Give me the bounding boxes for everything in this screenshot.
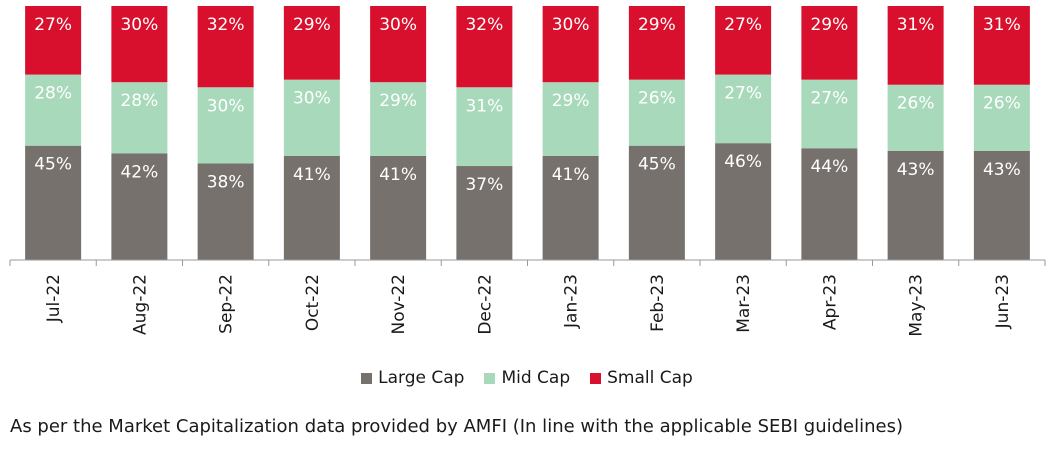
data-label-mid-cap-jul-22: 28% xyxy=(34,84,72,104)
data-label-mid-cap-may-23: 26% xyxy=(897,94,935,114)
data-label-large-cap-sep-22: 38% xyxy=(207,172,245,192)
x-tick-label-sep-22: Sep-22 xyxy=(217,274,237,334)
bar-small-cap-aug-22 xyxy=(111,6,168,83)
bar-large-cap-apr-23 xyxy=(801,148,858,260)
data-label-small-cap-jul-22: 27% xyxy=(34,15,72,35)
bar-large-cap-feb-23 xyxy=(628,145,685,260)
bar-large-cap-jun-23 xyxy=(973,150,1030,260)
data-label-large-cap-apr-23: 44% xyxy=(810,157,848,177)
bar-small-cap-may-23 xyxy=(887,6,944,85)
bar-mid-cap-apr-23 xyxy=(801,79,858,149)
data-label-large-cap-aug-22: 42% xyxy=(120,162,158,182)
bar-small-cap-dec-22 xyxy=(456,6,513,88)
data-label-large-cap-jul-22: 45% xyxy=(34,155,72,175)
bar-mid-cap-jan-23 xyxy=(542,82,599,156)
bar-mid-cap-may-23 xyxy=(887,84,944,151)
data-label-small-cap-dec-22: 32% xyxy=(465,15,503,35)
data-label-large-cap-feb-23: 45% xyxy=(638,155,676,175)
x-tick-label-feb-23: Feb-23 xyxy=(648,274,668,332)
bar-mid-cap-aug-22 xyxy=(111,82,168,154)
data-label-small-cap-oct-22: 29% xyxy=(293,15,331,35)
bar-large-cap-aug-22 xyxy=(111,153,168,260)
legend-label-small-cap: Small Cap xyxy=(607,368,693,388)
bar-large-cap-nov-22 xyxy=(370,155,427,260)
x-tick-label-mar-23: Mar-23 xyxy=(734,274,754,333)
data-label-mid-cap-mar-23: 27% xyxy=(724,84,762,104)
bar-mid-cap-jun-23 xyxy=(973,84,1030,151)
data-label-mid-cap-nov-22: 29% xyxy=(379,91,417,111)
bar-mid-cap-mar-23 xyxy=(715,74,772,144)
x-tick-label-aug-22: Aug-22 xyxy=(130,274,150,335)
bar-large-cap-may-23 xyxy=(887,150,944,260)
data-label-small-cap-sep-22: 32% xyxy=(207,15,245,35)
data-label-large-cap-jun-23: 43% xyxy=(983,160,1021,180)
legend-item-large-cap: Large Cap xyxy=(361,368,464,388)
bar-small-cap-feb-23 xyxy=(628,6,685,80)
data-label-mid-cap-apr-23: 27% xyxy=(810,89,848,109)
data-label-large-cap-jan-23: 41% xyxy=(552,165,590,185)
data-label-mid-cap-jan-23: 29% xyxy=(552,91,590,111)
footnote: As per the Market Capitalization data pr… xyxy=(10,416,903,437)
legend: Large Cap Mid Cap Small Cap xyxy=(0,368,1054,388)
x-tick-label-apr-23: Apr-23 xyxy=(820,274,840,330)
data-label-large-cap-dec-22: 37% xyxy=(465,175,503,195)
bar-small-cap-mar-23 xyxy=(715,6,772,75)
x-tick-label-nov-22: Nov-22 xyxy=(389,274,409,335)
bar-mid-cap-dec-22 xyxy=(456,87,513,167)
bar-large-cap-oct-22 xyxy=(283,155,340,260)
data-label-mid-cap-feb-23: 26% xyxy=(638,89,676,109)
bar-small-cap-jan-23 xyxy=(542,6,599,83)
data-label-mid-cap-jun-23: 26% xyxy=(983,94,1021,114)
legend-swatch-small-cap xyxy=(590,372,602,384)
legend-item-small-cap: Small Cap xyxy=(590,368,693,388)
data-label-small-cap-may-23: 31% xyxy=(897,15,935,35)
bar-small-cap-oct-22 xyxy=(283,6,340,80)
data-label-small-cap-nov-22: 30% xyxy=(379,15,417,35)
bar-mid-cap-sep-22 xyxy=(197,87,254,164)
legend-swatch-large-cap xyxy=(361,372,373,384)
data-label-small-cap-mar-23: 27% xyxy=(724,15,762,35)
bar-large-cap-jul-22 xyxy=(25,145,82,260)
data-label-small-cap-feb-23: 29% xyxy=(638,15,676,35)
data-label-mid-cap-aug-22: 28% xyxy=(120,91,158,111)
bar-large-cap-jan-23 xyxy=(542,155,599,260)
x-tick-label-dec-22: Dec-22 xyxy=(475,274,495,335)
data-label-mid-cap-oct-22: 30% xyxy=(293,89,331,109)
legend-label-large-cap: Large Cap xyxy=(378,368,465,388)
stacked-bar-chart: 45% 28% 27% Jul-22 42% 28% 30% Aug-22 38% 30% 32% S… xyxy=(9,6,1046,337)
data-label-mid-cap-sep-22: 30% xyxy=(207,96,245,116)
x-tick-label-oct-22: Oct-22 xyxy=(303,274,323,331)
x-tick-label-may-23: May-23 xyxy=(907,274,927,337)
legend-swatch-mid-cap xyxy=(484,372,496,384)
bar-small-cap-apr-23 xyxy=(801,6,858,80)
data-label-small-cap-apr-23: 29% xyxy=(810,15,848,35)
data-label-large-cap-mar-23: 46% xyxy=(724,152,762,172)
x-tick-label-jul-22: Jul-22 xyxy=(44,274,64,323)
bar-large-cap-mar-23 xyxy=(715,143,772,260)
bar-small-cap-nov-22 xyxy=(370,6,427,83)
legend-label-mid-cap: Mid Cap xyxy=(501,368,571,388)
data-label-large-cap-nov-22: 41% xyxy=(379,165,417,185)
bar-mid-cap-feb-23 xyxy=(628,79,685,146)
bar-small-cap-jun-23 xyxy=(973,6,1030,85)
bar-mid-cap-nov-22 xyxy=(370,82,427,156)
x-tick-label-jun-23: Jun-23 xyxy=(993,274,1013,329)
bar-small-cap-jul-22 xyxy=(25,6,82,75)
data-label-large-cap-oct-22: 41% xyxy=(293,165,331,185)
x-tick-label-jan-23: Jan-23 xyxy=(562,274,582,329)
data-label-small-cap-jan-23: 30% xyxy=(552,15,590,35)
bar-mid-cap-oct-22 xyxy=(283,79,340,156)
data-label-mid-cap-dec-22: 31% xyxy=(465,96,503,116)
data-label-large-cap-may-23: 43% xyxy=(897,160,935,180)
bar-mid-cap-jul-22 xyxy=(25,74,82,146)
bar-large-cap-dec-22 xyxy=(456,166,513,260)
data-label-small-cap-jun-23: 31% xyxy=(983,15,1021,35)
bar-large-cap-sep-22 xyxy=(197,163,254,260)
bar-small-cap-sep-22 xyxy=(197,6,254,88)
data-label-small-cap-aug-22: 30% xyxy=(120,15,158,35)
legend-item-mid-cap: Mid Cap xyxy=(484,368,570,388)
